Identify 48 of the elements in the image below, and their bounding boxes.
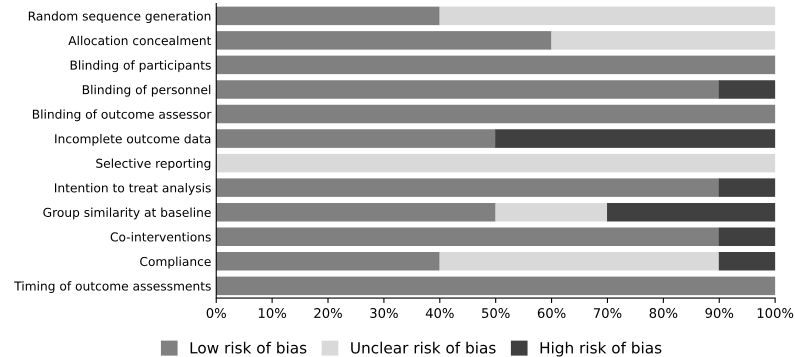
- x-tick-label: 80%: [650, 308, 678, 318]
- x-tick-label: 90%: [705, 308, 734, 318]
- x-tick-label: 0%: [206, 308, 226, 318]
- bar: [216, 154, 776, 172]
- y-tick-label: Timing of outcome assessments: [14, 281, 211, 294]
- x-tick-label: 10%: [258, 308, 286, 318]
- y-tick-label: Co-interventions: [110, 232, 211, 242]
- bar: [216, 129, 496, 148]
- y-tick-label: Blinding of outcome assessor: [32, 109, 212, 122]
- bar: [607, 202, 776, 222]
- y-tick-label: Intention to treat analysis: [55, 183, 211, 195]
- x-tick-label: 60%: [538, 308, 566, 318]
- bar: [718, 178, 776, 197]
- bar: [718, 80, 776, 99]
- bar: [495, 202, 608, 222]
- y-tick-label: Compliance: [140, 256, 211, 268]
- bar: [439, 6, 776, 26]
- legend-label: Unclear risk of bias: [351, 342, 496, 354]
- bar: [216, 6, 440, 26]
- y-tick-label: Blinding of participants: [70, 60, 211, 72]
- bar: [495, 129, 776, 148]
- legend-label: Low risk of bias: [190, 342, 306, 354]
- bar: [216, 104, 776, 124]
- y-tick-label: Incomplete outcome data: [55, 134, 210, 146]
- y-tick-label: Blinding of personnel: [82, 84, 210, 97]
- bar: [216, 56, 776, 74]
- bar: [216, 252, 440, 271]
- bar: [439, 252, 720, 271]
- bar: [216, 80, 720, 99]
- bar: [551, 31, 776, 50]
- bar: [216, 31, 552, 50]
- x-tick-label: 50%: [482, 308, 510, 318]
- x-tick-label: 100%: [758, 308, 794, 318]
- bar: [216, 202, 496, 222]
- y-tick-label: Allocation concealment: [68, 36, 212, 46]
- y-tick-label: Random sequence generation: [28, 11, 210, 24]
- bar: [216, 276, 776, 296]
- bar: [216, 178, 720, 197]
- x-tick-label: 70%: [594, 308, 622, 318]
- x-tick-label: 40%: [426, 308, 454, 318]
- legend-label: High risk of bias: [540, 342, 662, 357]
- bar: [718, 227, 776, 246]
- bar: [718, 252, 776, 271]
- bar: [216, 227, 720, 246]
- y-tick-label: Group similarity at baseline: [43, 208, 211, 220]
- x-tick-label: 20%: [314, 308, 342, 318]
- y-tick-label: Selective reporting: [96, 158, 210, 170]
- x-tick-label: 30%: [370, 308, 398, 318]
